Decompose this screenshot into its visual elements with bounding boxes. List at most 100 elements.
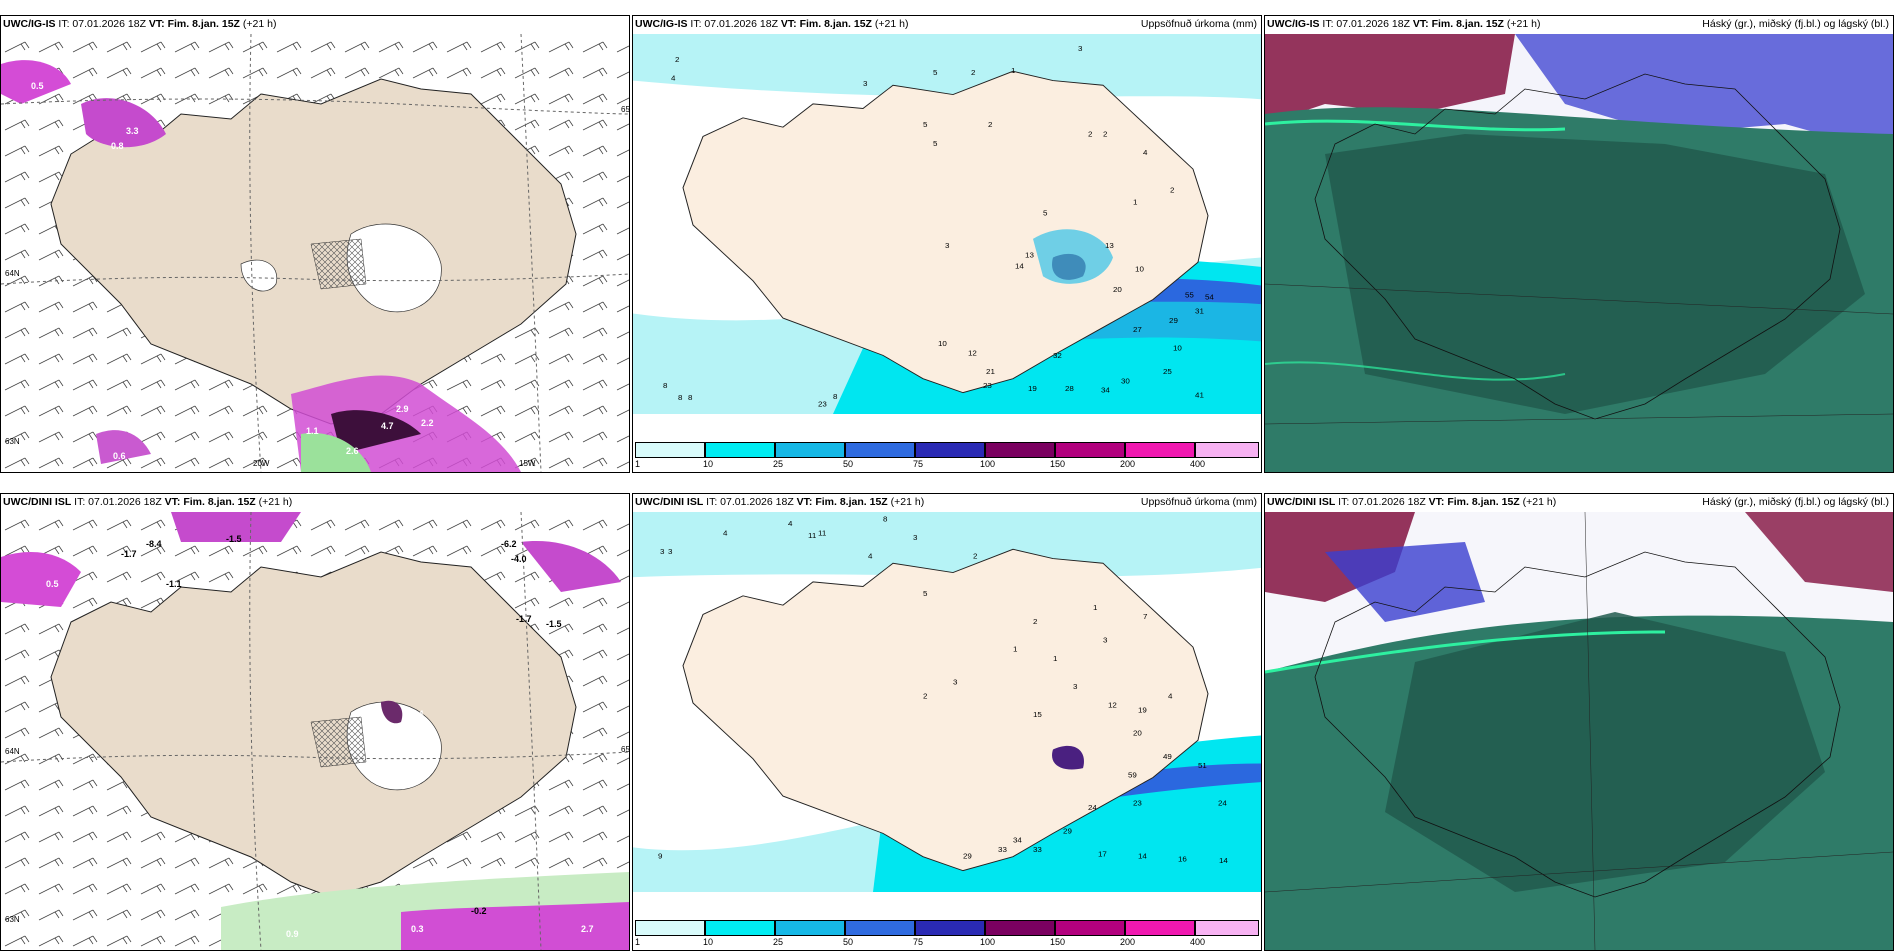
- colorbar-label: 200: [1120, 459, 1136, 469]
- precip-value: 23: [818, 400, 827, 409]
- precip-value: 33: [998, 845, 1007, 854]
- precip-value: 1: [1133, 198, 1137, 207]
- wind-temperature-map[interactable]: 64N 63N 65N -1.5 -6.2 -4.0 -1.7 -1.5 -1.…: [1, 512, 629, 950]
- temp-label: 2.8: [151, 106, 164, 116]
- temp-label: 0.5: [101, 416, 114, 426]
- precip-value: 3: [953, 678, 957, 687]
- precip-value: 3: [1078, 44, 1082, 53]
- precip-value: 14: [1138, 852, 1148, 861]
- precip-value: 11: [808, 531, 816, 540]
- colorbar-swatch: [635, 920, 705, 936]
- precip-value: 59: [1128, 771, 1137, 780]
- temp-label: 0.9: [286, 929, 299, 939]
- colorbar-swatch: [985, 920, 1055, 936]
- precip-value: 30: [1121, 377, 1130, 386]
- panel-title-right: Háský (gr.), miðský (fj.bl.) og lágský (…: [1702, 496, 1889, 508]
- precip-value: 3: [1073, 682, 1077, 691]
- colorbar-swatch: [1055, 920, 1125, 936]
- precip-value: 34: [1101, 386, 1111, 395]
- temp-label: 2.6: [346, 446, 359, 456]
- precip-value: 11: [818, 529, 826, 538]
- temp-label: 2.7: [581, 924, 594, 934]
- panel-title-right: Háský (gr.), miðský (fj.bl.) og lágský (…: [1702, 18, 1889, 30]
- precip-value: 25: [1163, 367, 1172, 376]
- precip-value: 4: [868, 552, 873, 561]
- panel-title-right: Uppsöfnuð úrkoma (mm): [1140, 18, 1257, 30]
- panel-dini-clouds: UWC/DINI ISL IT: 07.01.2026 18Z VT: Fim.…: [1264, 493, 1894, 951]
- precip-value: 5: [1043, 209, 1047, 218]
- precip-value: 8: [833, 392, 837, 401]
- precip-value: 2: [923, 692, 927, 701]
- colorbar-swatch: [1125, 920, 1195, 936]
- precip-value: 28: [1065, 384, 1074, 393]
- precip-value: 19: [1138, 706, 1147, 715]
- colorbar-swatch: [915, 442, 985, 458]
- precip-value: 54: [1205, 293, 1215, 302]
- colorbar-swatch: [845, 442, 915, 458]
- temp-label: 0.6: [113, 451, 126, 461]
- precipitation-values-bottom: 4 3 3 8 4 11 4 3 5 2 7 1 3 2 1 1 3 2 3 4…: [658, 515, 1229, 866]
- colorbar-label: 400: [1190, 459, 1206, 469]
- precip-value: 4: [788, 519, 793, 528]
- panel-header: UWC/IG-IS IT: 07.01.2026 18Z VT: Fim. 8.…: [635, 18, 909, 30]
- precip-value: 8: [688, 393, 692, 402]
- precip-value: 12: [1108, 701, 1117, 710]
- temp-label: 2.2: [421, 418, 434, 428]
- colorbar-swatch: [635, 442, 705, 458]
- precip-value: 13: [1025, 251, 1034, 260]
- precip-value: 3: [913, 533, 917, 542]
- precip-value: 2: [1088, 130, 1092, 139]
- precip-value: 20: [1133, 729, 1142, 738]
- colorbar-swatch: [775, 920, 845, 936]
- colorbar-swatch: [775, 442, 845, 458]
- panel-title-right: Uppsöfnuð úrkoma (mm): [1140, 496, 1257, 508]
- temp-label: -0.2: [471, 906, 487, 916]
- panel-header: UWC/DINI ISL IT: 07.01.2026 18Z VT: Fim.…: [1267, 496, 1557, 508]
- precip-value: 5: [933, 68, 937, 77]
- axis-label-65n: 65N: [621, 745, 629, 754]
- precip-value: 20: [1113, 285, 1122, 294]
- colorbar-swatch: [705, 442, 775, 458]
- precip-value: 4: [1143, 148, 1148, 157]
- temp-label: 1.1: [306, 426, 319, 436]
- axis-label-65n: 65N: [621, 105, 629, 114]
- precip-value: 24: [1218, 799, 1228, 808]
- panel-ig-clouds: UWC/IG-IS IT: 07.01.2026 18Z VT: Fim. 8.…: [1264, 15, 1894, 473]
- temperature-labels-top: 0.5 2.6 1.1 4.7 2.2 2.9 3.3 0.8 0.6 0.5 …: [31, 81, 434, 461]
- cloud-cover-map[interactable]: [1265, 34, 1893, 472]
- precip-value: 2: [973, 552, 977, 561]
- precipitation-map[interactable]: 2 4 5 2 1 3 3 5 5 2 2 2 4 2 1 5 3 13 14 …: [633, 34, 1261, 442]
- wind-temperature-map[interactable]: 20W 15W 64N 65N 63N 0.5 2.6 1.1 4.7 2.2 …: [1, 34, 629, 472]
- colorbar-label: 150: [1050, 937, 1066, 947]
- axis-label-63n: 63N: [5, 915, 20, 924]
- temp-label: 0.3: [411, 924, 424, 934]
- colorbar-swatch: [915, 920, 985, 936]
- colorbar-swatch: [1055, 442, 1125, 458]
- panel-header: UWC/IG-IS IT: 07.01.2026 18Z VT: Fim. 8.…: [3, 18, 277, 30]
- axis-label-63n: 63N: [5, 437, 20, 446]
- precip-value: 14: [1015, 262, 1025, 271]
- colorbar-label: 75: [913, 937, 924, 947]
- precip-value: 5: [923, 120, 927, 129]
- precipitation-values-top: 2 4 5 2 1 3 3 5 5 2 2 2 4 2 1 5 3 13 14 …: [663, 44, 1215, 409]
- colorbar-label: 25: [773, 459, 784, 469]
- panel-ig-precip: UWC/IG-IS IT: 07.01.2026 18Z VT: Fim. 8.…: [632, 15, 1262, 473]
- temp-label: 4.7: [381, 421, 394, 431]
- temp-label: -1.5: [546, 619, 562, 629]
- axis-label-20w: 20W: [253, 459, 270, 468]
- precip-value: 5: [933, 139, 937, 148]
- temperature-labels-bottom: -1.5 -6.2 -4.0 -1.7 -1.5 -1.1 -1.7 -8.4 …: [46, 534, 594, 939]
- precipitation-map[interactable]: 4 3 3 8 4 11 4 3 5 2 7 1 3 2 1 1 3 2 3 4…: [633, 512, 1261, 920]
- colorbar-label: 200: [1120, 937, 1136, 947]
- precip-value: 10: [1135, 265, 1144, 274]
- precip-value: 4: [671, 74, 676, 83]
- cloud-cover-map[interactable]: [1265, 512, 1893, 950]
- precip-value: 3: [945, 241, 949, 250]
- precip-value: 3: [1103, 636, 1107, 645]
- temp-label: -8.4: [146, 539, 162, 549]
- temp-label: 0.5: [46, 579, 59, 589]
- precip-value: 2: [1103, 130, 1107, 139]
- colorbar-swatch: [845, 920, 915, 936]
- precip-value: 8: [678, 393, 682, 402]
- colorbar-label: 100: [980, 937, 996, 947]
